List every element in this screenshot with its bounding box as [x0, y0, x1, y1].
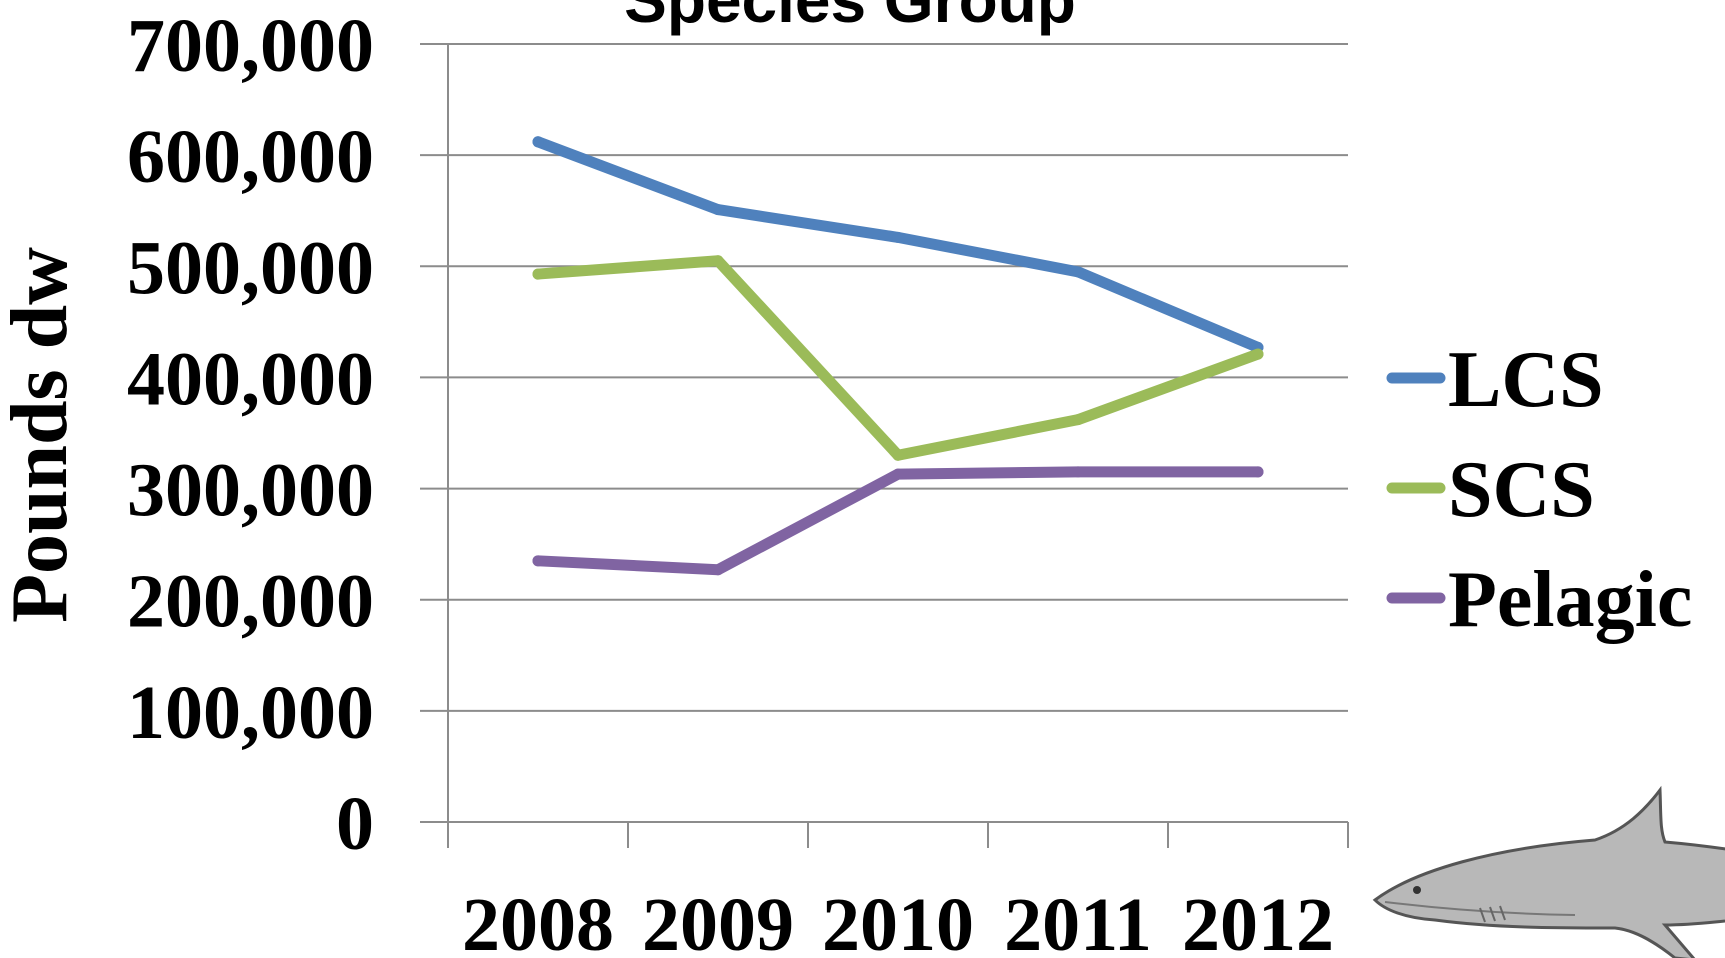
series-line-lcs	[532, 136, 1264, 353]
data-point-lcs	[712, 204, 724, 216]
data-point-pelagic	[712, 564, 724, 576]
data-point-scs	[532, 268, 544, 280]
y-tick-label: 100,000	[127, 671, 374, 755]
y-axis-label: Pounds dw	[0, 247, 84, 623]
x-axis: 2008 2009 2010 2011 2012	[447, 822, 1349, 958]
data-point-pelagic	[892, 468, 904, 480]
y-tick-label: 500,000	[127, 226, 374, 310]
data-point-lcs	[1072, 266, 1084, 278]
legend-label-pelagic: Pelagic	[1448, 556, 1692, 644]
series-line-scs	[532, 255, 1264, 461]
y-tick-label: 700,000	[127, 4, 374, 88]
data-point-pelagic	[1252, 466, 1264, 478]
data-point-scs	[1252, 348, 1264, 360]
y-tick-label: 600,000	[127, 115, 374, 199]
y-axis: 0 100,000 200,000 300,000 400,000 500,000 600,…	[127, 4, 449, 866]
x-tick-label: 2009	[642, 883, 794, 958]
shark-illustration	[1372, 785, 1725, 958]
data-point-pelagic	[532, 555, 544, 567]
x-tick-label: 2010	[822, 883, 974, 958]
series-line-pelagic	[532, 466, 1264, 576]
data-point-pelagic	[1072, 466, 1084, 478]
chart-title: Species Group	[624, 0, 1076, 36]
data-point-scs	[892, 449, 904, 461]
series-lines	[532, 136, 1264, 576]
y-tick-label: 0	[336, 782, 374, 866]
y-tick-label: 200,000	[127, 560, 374, 644]
x-tick-label: 2011	[1004, 883, 1152, 958]
data-point-lcs	[532, 136, 544, 148]
y-tick-label: 300,000	[127, 449, 374, 533]
x-tick-label: 2008	[462, 883, 614, 958]
legend-label-scs: SCS	[1448, 446, 1595, 534]
x-tick-label: 2012	[1182, 883, 1334, 958]
data-point-lcs	[892, 231, 904, 243]
data-point-scs	[1072, 414, 1084, 426]
y-tick-label: 400,000	[127, 337, 374, 421]
data-point-scs	[712, 255, 724, 267]
legend-label-lcs: LCS	[1448, 336, 1604, 424]
legend: LCS SCS Pelagic	[1386, 336, 1692, 644]
